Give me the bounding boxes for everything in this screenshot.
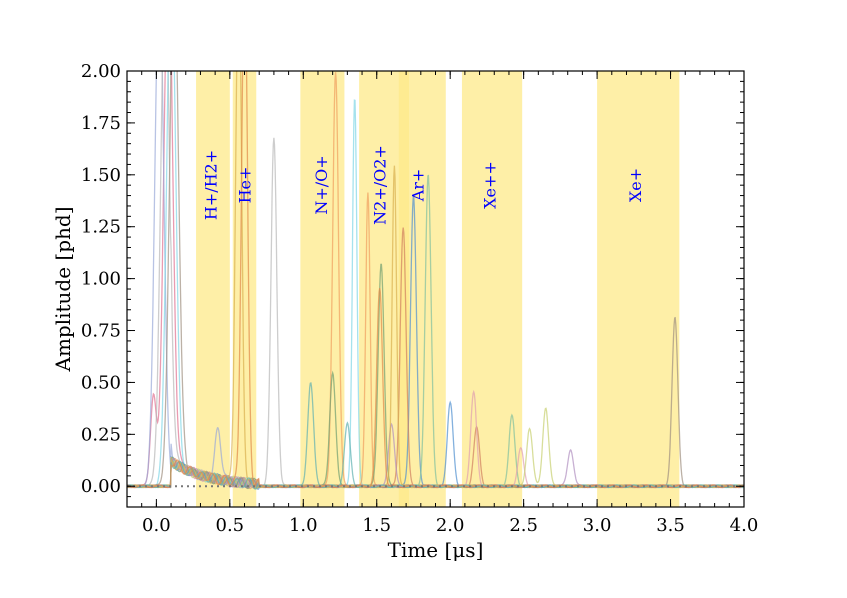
region-label-7: Xe+ (626, 168, 645, 202)
highlight-region-1 (196, 71, 230, 507)
region-labels: H+/H2+ He+ N+/O+ N2+/O2+ Ar+ Xe++ Xe+ (202, 145, 646, 225)
y-tick-label: 1.25 (81, 217, 121, 238)
y-tick-label: 0.00 (81, 476, 121, 497)
x-tick-label: 1.0 (289, 515, 318, 536)
y-tick-label: 0.50 (81, 372, 121, 393)
highlight-region-6 (461, 71, 523, 507)
x-tick-label: 2.5 (509, 515, 538, 536)
y-tick-label: 1.00 (81, 269, 121, 290)
region-label-4: N2+/O2+ (371, 145, 390, 225)
plot-frame (126, 70, 745, 508)
x-tick-label: 3.0 (583, 515, 612, 536)
y-tick-label: 2.00 (81, 61, 121, 82)
region-label-6: Xe++ (481, 161, 500, 209)
trace-lines (127, 71, 744, 490)
y-axis-label: Amplitude [phd] (51, 206, 75, 372)
trace-line-16 (127, 71, 744, 489)
region-label-5: Ar+ (409, 169, 428, 203)
x-tick-label: 4.0 (730, 515, 759, 536)
x-tick-label: 0.0 (142, 515, 171, 536)
x-tick-label: 0.5 (216, 515, 245, 536)
x-tick-label: 3.5 (656, 515, 685, 536)
y-tick-label: 1.75 (81, 113, 121, 134)
axis-ticks: 0.0 0.5 1.0 1.5 2.0 2.5 3.0 3.5 4.0 0.00 0.25 0.50 0… (81, 61, 758, 536)
region-label-2: He+ (235, 167, 254, 204)
y-tick-label: 0.75 (81, 321, 121, 342)
region-label-1: H+/H2+ (202, 150, 221, 220)
x-axis-label: Time [μs] (388, 538, 484, 562)
x-tick-label: 1.5 (362, 515, 391, 536)
region-label-3: N+/O+ (312, 155, 331, 214)
highlight-regions (196, 71, 680, 507)
highlight-region-7 (597, 71, 680, 507)
y-tick-label: 1.50 (81, 165, 121, 186)
y-tick-label: 0.25 (81, 424, 121, 445)
x-tick-label: 2.0 (436, 515, 465, 536)
